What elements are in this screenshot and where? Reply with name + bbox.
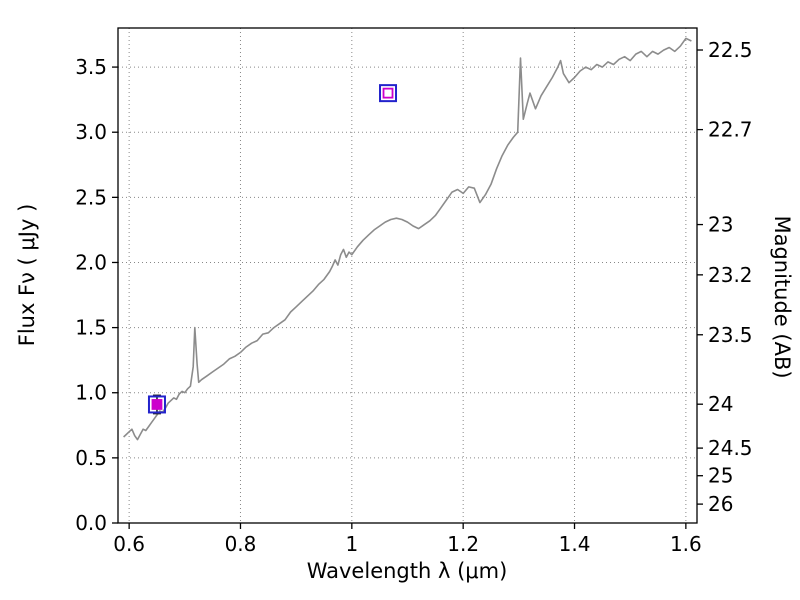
magnitude-tick-label: 24	[708, 392, 733, 416]
x-tick-label: 0.6	[113, 532, 145, 556]
y-tick-label: 0.0	[75, 511, 107, 535]
x-tick-label: 0.8	[225, 532, 257, 556]
magnitude-tick-label: 22.7	[708, 118, 753, 142]
y-axis-label: Flux Fν ( μJy )	[15, 204, 39, 347]
y-tick-label: 0.5	[75, 446, 107, 470]
y-tick-label: 2.0	[75, 250, 107, 274]
y-tick-label: 2.5	[75, 185, 107, 209]
x-tick-label: 1.2	[447, 532, 479, 556]
x-tick-label: 1.4	[559, 532, 591, 556]
x-tick-label: 1	[345, 532, 358, 556]
y-tick-label: 3.5	[75, 55, 107, 79]
y-tick-label: 1.0	[75, 381, 107, 405]
grid	[118, 28, 697, 523]
photometry-point-inner	[382, 87, 394, 99]
magnitude-tick-label: 22.5	[708, 38, 753, 62]
spectrum-line	[123, 37, 692, 441]
magnitude-tick-label: 24.5	[708, 436, 753, 460]
plot-border	[117, 27, 698, 524]
y-tick-label: 1.5	[75, 316, 107, 340]
magnitude-tick-label: 23.5	[708, 323, 753, 347]
photometry-point-outer	[379, 84, 398, 103]
right-axis-label: Magnitude (AB)	[770, 215, 794, 378]
magnitude-tick-label: 26	[708, 492, 733, 516]
x-tick-label: 1.6	[670, 532, 702, 556]
magnitude-tick-label: 23	[708, 213, 733, 237]
photometry-point-inner	[151, 399, 163, 410]
photometry-point-outer	[147, 395, 166, 414]
photometry-layer	[147, 84, 398, 415]
tick-labels: 0.6 0.8 1 1.2 1.4 1.6 0.0 0.5 1.0 1.5 2.0 2.5 3.0 3.5…	[75, 38, 752, 556]
y-tick-label: 3.0	[75, 120, 107, 144]
axes-frame	[117, 27, 698, 524]
x-axis-label: Wavelength λ (μm)	[307, 559, 508, 583]
magnitude-tick-label: 25	[708, 464, 733, 488]
magnitude-tick-label: 23.2	[708, 263, 753, 287]
spectrum-line-layer	[123, 37, 692, 441]
